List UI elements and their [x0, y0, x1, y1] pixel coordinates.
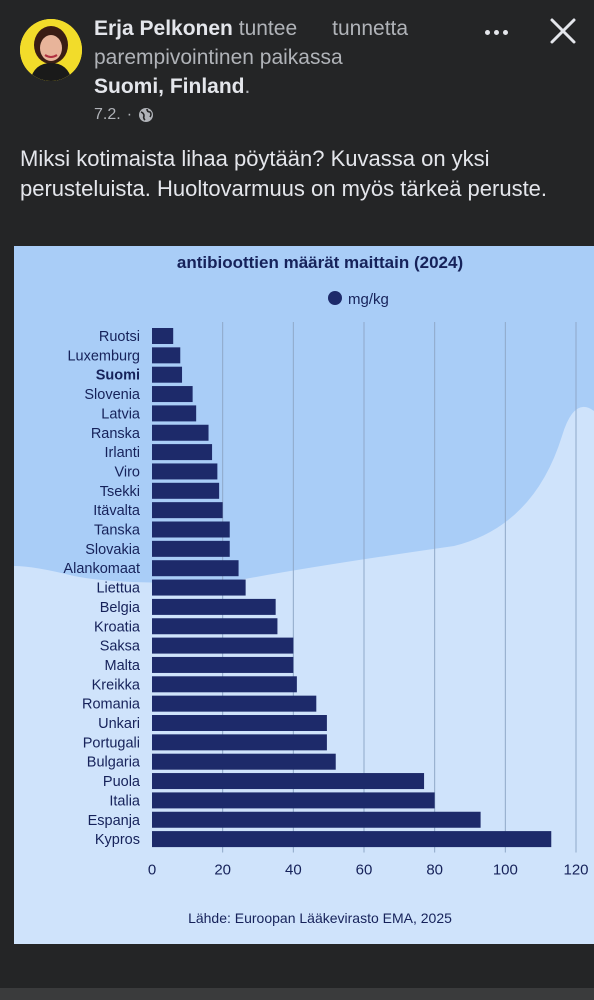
category-label: Alankomaat [63, 561, 140, 577]
avatar[interactable] [20, 19, 82, 81]
more-icon-dot [502, 29, 508, 35]
more-icon-dot [493, 29, 499, 35]
bar-kroatia [152, 618, 278, 635]
bar-tsekki [152, 482, 220, 499]
category-label: Saksa [100, 639, 141, 655]
x-tick-label: 80 [426, 861, 443, 878]
category-label: Suomi [96, 368, 140, 384]
bar-portugali [152, 734, 327, 751]
bar-chart: antibioottien määrät maittain (2024) mg/… [14, 246, 594, 944]
post-meta: 7.2. · [94, 106, 154, 124]
bar-kreikka [152, 676, 297, 693]
author-name[interactable]: Erja Pelkonen [94, 17, 233, 40]
bar-irlanti [152, 444, 213, 461]
x-tick-label: 120 [563, 861, 588, 878]
bar-espanja [152, 811, 481, 828]
legend-label: mg/kg [348, 291, 389, 308]
category-label: Slovenia [84, 387, 141, 403]
category-label: Ranska [91, 426, 141, 442]
x-tick-label: 60 [356, 861, 373, 878]
bar-romania [152, 695, 317, 712]
globe-icon [139, 108, 154, 122]
close-icon[interactable] [546, 14, 580, 48]
bar-belgia [152, 598, 276, 615]
bottom-bar [0, 988, 594, 1000]
bar-unkari [152, 715, 327, 731]
bar-alankomaat [152, 560, 239, 577]
x-tick-label: 40 [285, 861, 302, 878]
post-date[interactable]: 7.2. [94, 106, 121, 123]
post-text: Miksi kotimaista lihaa pöytään? Kuvassa … [20, 146, 548, 201]
bar-puola [152, 773, 425, 790]
chart-source: Lähde: Euroopan Lääkevirasto EMA, 2025 [188, 910, 452, 926]
category-label: Kypros [95, 832, 140, 848]
legend-marker [328, 291, 342, 305]
category-label: Puola [103, 774, 141, 790]
more-icon-dot [484, 29, 490, 35]
bar-suomi [152, 366, 183, 383]
more-button[interactable] [478, 18, 514, 46]
category-label: Kreikka [92, 677, 141, 693]
bar-slovakia [152, 540, 230, 557]
category-label: Slovakia [85, 542, 141, 558]
author-line: Erja Pelkonen tuntee tunnetta parempivoi… [94, 17, 409, 98]
category-label: Portugali [83, 735, 140, 751]
category-label: Irlanti [105, 445, 140, 461]
bar-kypros [152, 831, 552, 848]
category-label: Malta [105, 658, 141, 674]
category-label: Espanja [88, 813, 141, 829]
chart-image[interactable]: antibioottien määrät maittain (2024) mg/… [14, 246, 594, 944]
category-label: Bulgaria [87, 755, 141, 771]
category-label: Italia [109, 793, 141, 809]
category-label: Liettua [96, 581, 140, 597]
bar-luxemburg [152, 347, 181, 364]
x-tick-label: 0 [148, 861, 156, 878]
category-label: Romania [82, 697, 141, 713]
bar-italia [152, 792, 435, 809]
category-label: Tanska [94, 523, 141, 539]
category-label: Luxemburg [67, 348, 140, 364]
avatar-portrait-icon [20, 19, 82, 81]
feeling-word: tunnetta [332, 17, 409, 40]
feeling-rest: parempivointinen paikassa [94, 46, 343, 69]
bar-tanska [152, 521, 230, 538]
meta-separator: · [126, 106, 133, 123]
bar-viro [152, 463, 218, 480]
category-label: Unkari [98, 716, 140, 732]
bar-latvia [152, 405, 197, 422]
category-label: Latvia [101, 406, 141, 422]
bar-ruotsi [152, 328, 174, 344]
bar-malta [152, 656, 294, 673]
location-link[interactable]: Suomi, Finland [94, 75, 245, 98]
x-tick-label: 20 [214, 861, 231, 878]
category-label: Kroatia [94, 619, 141, 635]
category-label: Ruotsi [99, 329, 140, 345]
category-label: Itävalta [93, 503, 141, 519]
category-label: Belgia [100, 600, 141, 616]
category-label: Viro [114, 464, 140, 480]
bar-itävalta [152, 502, 223, 519]
category-label: Tsekki [100, 484, 140, 500]
bar-ranska [152, 424, 209, 441]
bar-bulgaria [152, 753, 336, 770]
post-header: Erja Pelkonen tuntee tunnetta parempivoi… [0, 0, 594, 140]
bar-slovenia [152, 386, 193, 403]
x-tick-label: 100 [493, 861, 518, 878]
bar-liettua [152, 579, 246, 596]
bar-saksa [152, 637, 294, 654]
chart-title: antibioottien määrät maittain (2024) [177, 253, 463, 272]
feeling-prefix: tuntee [238, 17, 298, 40]
